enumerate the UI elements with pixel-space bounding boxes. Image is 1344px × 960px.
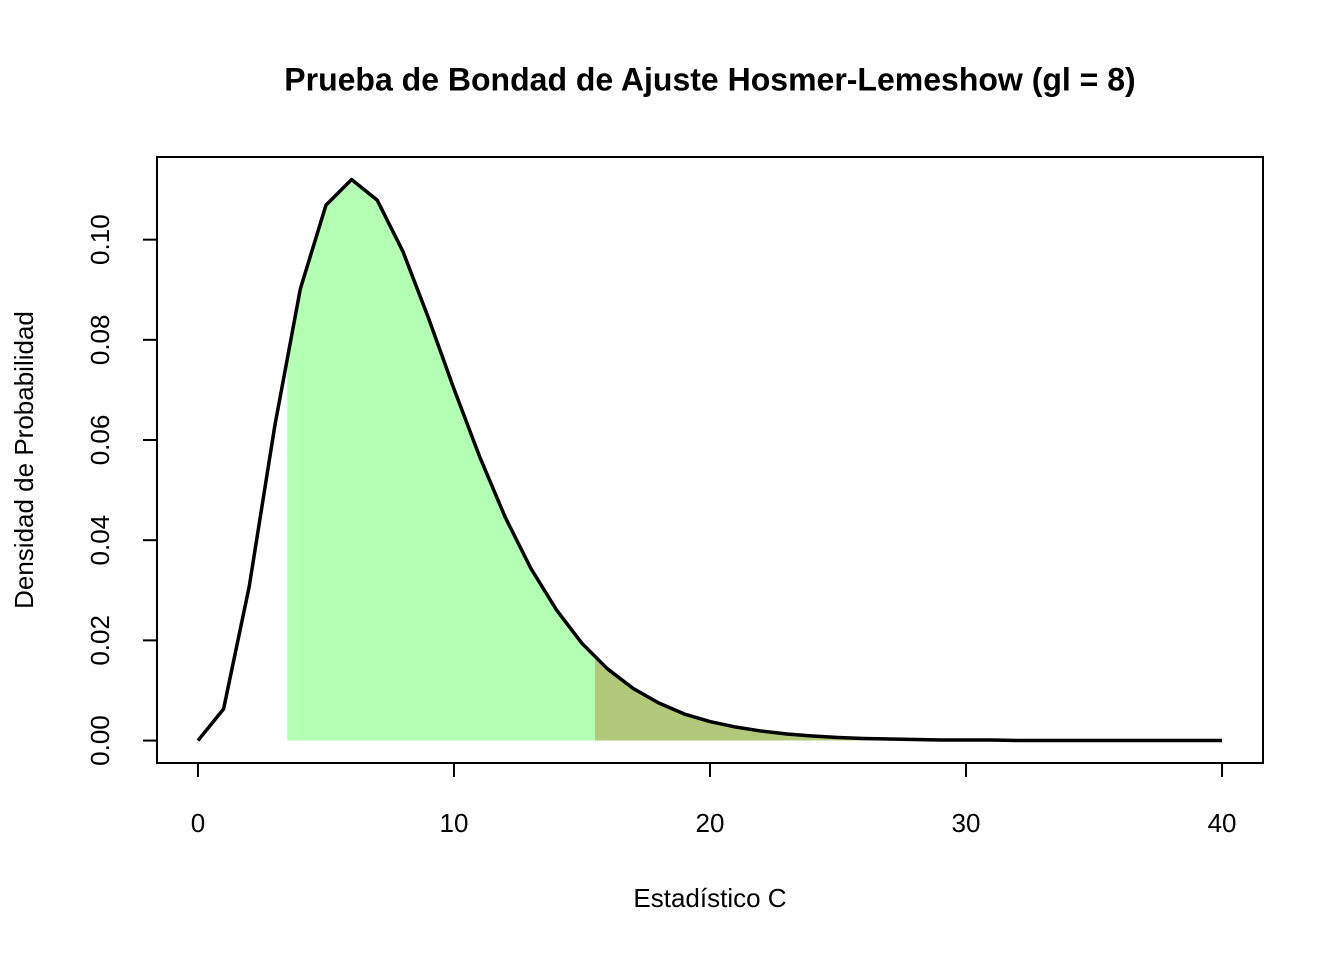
- y-tick-label: 0.04: [85, 515, 115, 566]
- density-line: [196, 177, 1223, 743]
- y-axis-label: Densidad de Probabilidad: [9, 311, 39, 609]
- y-tick-label: 0.10: [85, 214, 115, 265]
- shaded-area: [287, 179, 596, 741]
- y-tick-label: 0.00: [85, 715, 115, 766]
- chart-title: Prueba de Bondad de Ajuste Hosmer-Lemesh…: [284, 61, 1135, 97]
- y-tick-label: 0.02: [85, 615, 115, 666]
- x-tick-label: 20: [696, 808, 725, 838]
- x-tick-label: 40: [1208, 808, 1237, 838]
- y-tick-label: 0.08: [85, 315, 115, 366]
- shaded-area: [595, 656, 1223, 741]
- x-tick-label: 0: [191, 808, 205, 838]
- x-axis-label: Estadístico C: [633, 883, 786, 913]
- y-tick-label: 0.06: [85, 415, 115, 466]
- x-tick-label: 30: [952, 808, 981, 838]
- x-tick-label: 10: [440, 808, 469, 838]
